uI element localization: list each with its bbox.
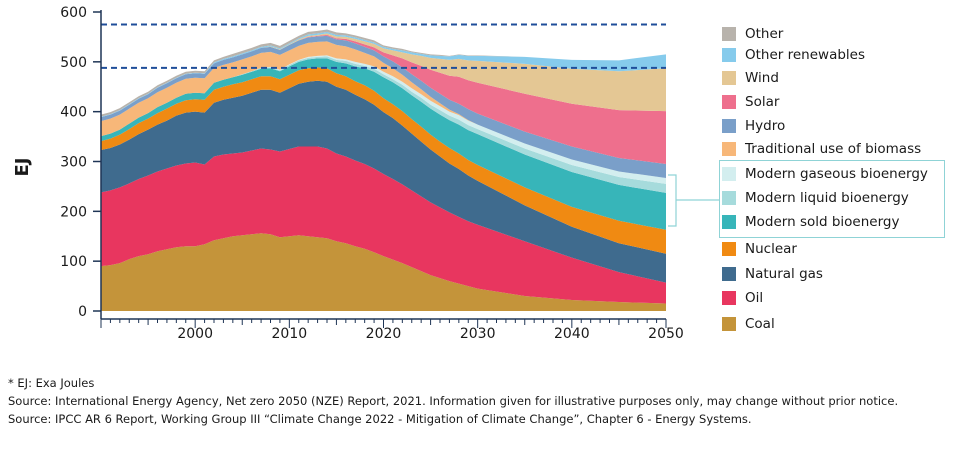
legend-swatch — [722, 191, 736, 205]
x-tick-label: 2050 — [648, 326, 684, 342]
area-solar — [101, 34, 666, 164]
area-natural-gas — [101, 80, 666, 283]
y-tick-label: 600 — [60, 5, 87, 21]
area-coal — [101, 233, 666, 311]
x-tick-label: 2000 — [177, 326, 213, 342]
legend-swatch — [722, 317, 736, 331]
legend-label: Coal — [745, 316, 775, 332]
legend-swatch — [722, 71, 736, 85]
y-tick-label: 100 — [60, 254, 87, 270]
legend-item: Oil — [722, 288, 763, 308]
bracket-line — [668, 174, 677, 227]
bioenergy-bracket — [668, 174, 719, 227]
legend-swatch — [722, 27, 736, 41]
y-tick-label: 500 — [60, 55, 87, 71]
bioenergy-legend-group — [719, 160, 945, 238]
legend-label: Solar — [745, 94, 780, 110]
source-iea: Source: International Energy Agency, Net… — [8, 394, 899, 408]
legend-swatch — [722, 48, 736, 62]
legend-item: Hydro — [722, 116, 785, 136]
y-axis-label: EJ — [12, 158, 33, 177]
legend-swatch — [722, 95, 736, 109]
source-ipcc: Source: IPCC AR 6 Report, Working Group … — [8, 412, 752, 426]
legend-swatch — [722, 291, 736, 305]
legend-swatch — [722, 167, 736, 181]
legend-swatch — [722, 119, 736, 133]
area-modern-gaseous-bioenergy — [101, 55, 666, 184]
unit-note: * EJ: Exa Joules — [8, 376, 95, 390]
area-wind — [101, 33, 666, 118]
y-tick-label: 400 — [60, 105, 87, 121]
axes: 0 100 200 300 400 500 600 2000 2010 2020 2030 2040 2… — [60, 5, 684, 342]
reference-lines — [101, 23, 666, 69]
x-tick-label: 2040 — [554, 326, 590, 342]
legend-label: Natural gas — [745, 266, 823, 282]
legend-swatch — [722, 142, 736, 156]
x-tick-label: 2020 — [366, 326, 402, 342]
legend-label: Oil — [745, 290, 764, 306]
area-modern-sold-bioenergy — [101, 58, 666, 230]
legend-label: Traditional use of biomass — [745, 141, 922, 157]
legend-item: Modern liquid bioenergy — [722, 188, 909, 208]
legend-item: Modern sold bioenergy — [722, 212, 899, 232]
legend-label: Modern liquid bioenergy — [745, 190, 909, 206]
legend-label: Other renewables — [745, 47, 866, 63]
area-nuclear — [101, 67, 666, 254]
y-tick-label: 300 — [60, 155, 87, 171]
stacked-areas — [101, 29, 666, 311]
legend-swatch — [722, 267, 736, 281]
x-tick-label: 2030 — [460, 326, 496, 342]
legend-item: Modern gaseous bioenergy — [722, 164, 928, 184]
legend-label: Nuclear — [745, 241, 797, 257]
legend-item: Solar — [722, 92, 779, 112]
area-oil — [101, 146, 666, 304]
legend-item: Coal — [722, 314, 775, 334]
legend-label: Modern sold bioenergy — [745, 214, 900, 230]
y-tick-label: 200 — [60, 204, 87, 220]
energy-mix-chart: 0 100 200 300 400 500 600 2000 2010 2020 2030 2040 2… — [12, 5, 719, 342]
legend-swatch — [722, 242, 736, 256]
footnotes: * EJ: Exa Joules Source: International E… — [8, 374, 898, 428]
x-tick-label: 2010 — [272, 326, 308, 342]
legend-label: Hydro — [745, 118, 786, 134]
legend-item: Nuclear — [722, 239, 797, 259]
legend-item: Other renewables — [722, 45, 865, 65]
legend-item: Natural gas — [722, 264, 823, 284]
area-hydro — [101, 35, 666, 178]
legend-item: Traditional use of biomass — [722, 139, 921, 159]
legend-label: Other — [745, 26, 784, 42]
legend-swatch — [722, 215, 736, 229]
legend-item: Wind — [722, 68, 779, 88]
legend-label: Wind — [745, 70, 779, 86]
legend-item: Other — [722, 24, 783, 44]
legend-label: Modern gaseous bioenergy — [745, 166, 928, 182]
area-other — [101, 29, 666, 117]
y-tick-label: 0 — [78, 304, 87, 320]
area-modern-liquid-bioenergy — [101, 56, 666, 193]
